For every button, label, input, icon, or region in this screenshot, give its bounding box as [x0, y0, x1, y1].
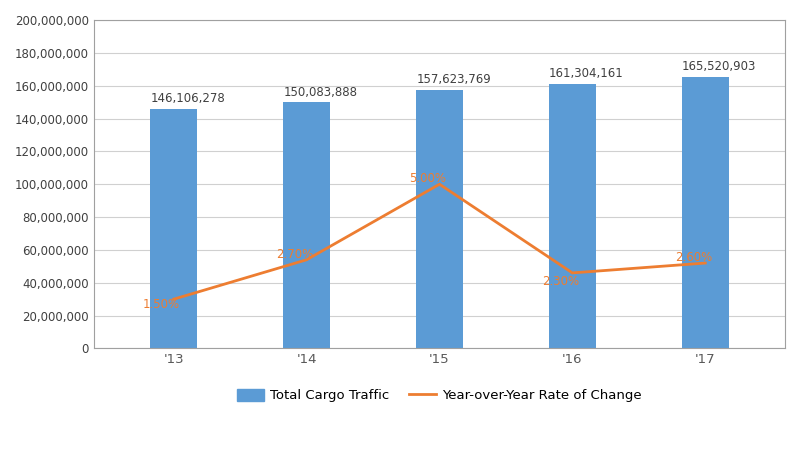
- Year-over-Year Rate of Change: [567, 270, 577, 276]
- Bar: [283, 102, 330, 348]
- Text: 1.50%: 1.50%: [143, 298, 180, 311]
- Text: 2.30%: 2.30%: [542, 275, 579, 288]
- Bar: [150, 109, 197, 348]
- Year-over-Year Rate of Change: [701, 260, 710, 266]
- Year-over-Year Rate of Change: [434, 182, 444, 187]
- Bar: [682, 77, 729, 348]
- Bar: [549, 84, 596, 348]
- Year-over-Year Rate of Change: [169, 296, 178, 302]
- Text: 150,083,888: 150,083,888: [283, 86, 358, 99]
- Text: 165,520,903: 165,520,903: [682, 60, 756, 74]
- Bar: [416, 89, 462, 348]
- Line: Year-over-Year Rate of Change: Year-over-Year Rate of Change: [174, 184, 706, 299]
- Text: 2.60%: 2.60%: [674, 251, 712, 264]
- Text: 2.70%: 2.70%: [276, 247, 314, 261]
- Year-over-Year Rate of Change: [302, 257, 311, 262]
- Text: 161,304,161: 161,304,161: [549, 67, 624, 80]
- Legend: Total Cargo Traffic, Year-over-Year Rate of Change: Total Cargo Traffic, Year-over-Year Rate…: [232, 384, 647, 408]
- Text: 146,106,278: 146,106,278: [150, 92, 226, 105]
- Text: 157,623,769: 157,623,769: [416, 73, 491, 86]
- Text: 5.00%: 5.00%: [409, 172, 446, 185]
